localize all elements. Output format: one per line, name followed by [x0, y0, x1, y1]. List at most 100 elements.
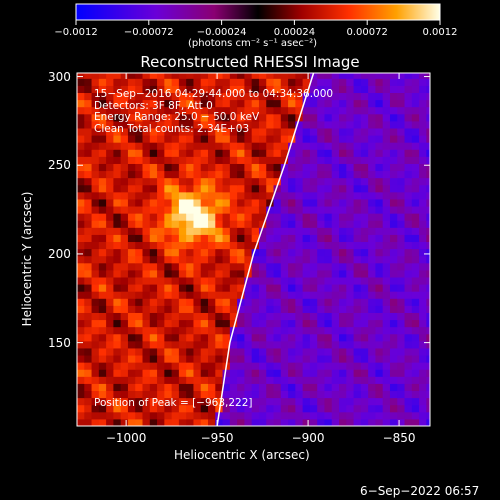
heatmap-cell	[244, 163, 253, 172]
heatmap-cell	[142, 73, 151, 79]
heatmap-cell	[389, 99, 398, 108]
heatmap-cell	[280, 269, 289, 278]
heatmap-cell	[419, 142, 427, 150]
heatmap-cell	[419, 362, 427, 370]
heatmap-cell	[127, 191, 136, 200]
heatmap-cell	[193, 347, 202, 356]
heatmap-cell	[339, 120, 347, 129]
heatmap-cell	[317, 127, 325, 136]
heatmap-cell	[200, 383, 209, 392]
heatmap-cell	[266, 227, 275, 235]
heatmap-cell	[331, 120, 340, 129]
heatmap-cell	[309, 369, 318, 377]
heatmap-cell	[280, 383, 289, 392]
heatmap-cell	[258, 177, 267, 186]
heatmap-cell	[208, 255, 216, 264]
heatmap-cell	[77, 262, 85, 271]
heatmap-cell	[215, 369, 224, 377]
heatmap-cell	[302, 177, 311, 186]
heatmap-cell	[346, 319, 355, 328]
heatmap-cell	[280, 362, 289, 370]
heatmap-cell	[113, 106, 122, 115]
heatmap-cell	[91, 227, 100, 235]
heatmap-cell	[426, 284, 430, 292]
heatmap-cell	[389, 170, 398, 179]
heatmap-cell	[295, 362, 304, 370]
heatmap-cell	[91, 369, 100, 377]
heatmap-cell	[251, 326, 260, 335]
heatmap-cell	[113, 135, 122, 143]
heatmap-cell	[295, 355, 304, 363]
heatmap-cell	[208, 149, 216, 157]
heatmap-cell	[113, 333, 122, 342]
heatmap-cell	[426, 184, 430, 193]
heatmap-cell	[266, 163, 275, 172]
heatmap-cell	[368, 291, 376, 299]
heatmap-cell	[411, 184, 420, 193]
heatmap-cell	[222, 291, 231, 299]
heatmap-cell	[397, 220, 406, 228]
heatmap-cell	[237, 418, 245, 426]
heatmap-cell	[193, 184, 202, 193]
heatmap-cell	[178, 248, 187, 257]
heatmap-cell	[360, 383, 369, 392]
heatmap-cell	[382, 284, 391, 292]
heatmap-cell	[426, 241, 430, 250]
heatmap-cell	[346, 269, 355, 278]
heatmap-cell	[215, 156, 224, 164]
heatmap-cell	[157, 170, 165, 179]
heatmap-cell	[186, 191, 194, 200]
heatmap-cell	[368, 113, 376, 122]
heatmap-cell	[346, 397, 355, 406]
heatmap-cell	[222, 397, 231, 406]
heatmap-cell	[280, 284, 289, 292]
heatmap-cell	[164, 92, 173, 101]
heatmap-cell	[382, 184, 391, 193]
heatmap-cell	[346, 191, 355, 200]
heatmap-cell	[375, 113, 384, 122]
heatmap-cell	[98, 340, 107, 349]
heatmap-cell	[397, 163, 406, 172]
heatmap-cell	[324, 206, 333, 214]
heatmap-cell	[186, 248, 194, 257]
heatmap-cell	[142, 376, 151, 384]
heatmap-cell	[171, 220, 180, 228]
heatmap-cell	[339, 241, 347, 250]
heatmap-cell	[229, 291, 238, 299]
heatmap-cell	[404, 383, 413, 392]
heatmap-cell	[229, 78, 238, 86]
heatmap-cell	[208, 227, 216, 235]
heatmap-cell	[404, 135, 413, 143]
heatmap-cell	[368, 120, 376, 129]
heatmap-cell	[215, 340, 224, 349]
heatmap-cell	[77, 340, 85, 349]
heatmap-cell	[193, 355, 202, 363]
heatmap-cell	[309, 78, 318, 86]
heatmap-cell	[288, 312, 296, 321]
heatmap-cell	[360, 291, 369, 299]
heatmap-cell	[331, 78, 340, 86]
heatmap-cell	[178, 234, 187, 243]
heatmap-cell	[157, 347, 165, 356]
heatmap-cell	[280, 206, 289, 214]
heatmap-cell	[339, 248, 347, 257]
heatmap-cell	[353, 127, 362, 136]
heatmap-cell	[178, 362, 187, 370]
heatmap-cell	[258, 113, 267, 122]
heatmap-cell	[186, 220, 194, 228]
heatmap-cell	[142, 99, 151, 108]
heatmap-cell	[353, 319, 362, 328]
heatmap-cell	[258, 234, 267, 243]
heatmap-cell	[178, 220, 187, 228]
heatmap-cell	[171, 333, 180, 342]
heatmap-cell	[368, 156, 376, 164]
heatmap-cell	[295, 262, 304, 271]
heatmap-cell	[84, 340, 93, 349]
heatmap-cell	[215, 241, 224, 250]
heatmap-cell	[120, 362, 129, 370]
heatmap-cell	[142, 127, 151, 136]
heatmap-cell	[288, 191, 296, 200]
heatmap-cell	[237, 340, 245, 349]
heatmap-cell	[244, 149, 253, 157]
heatmap-cell	[258, 73, 267, 79]
